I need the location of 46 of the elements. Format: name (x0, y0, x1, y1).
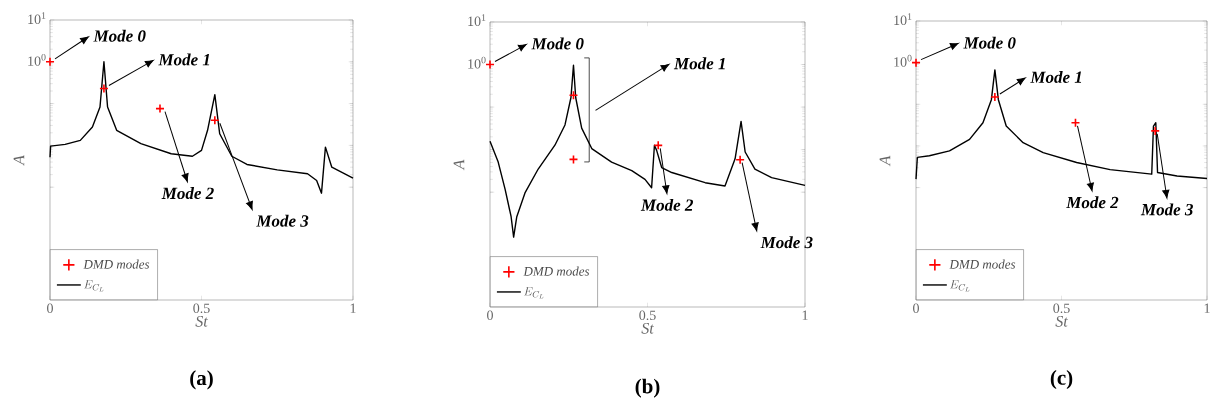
x-tick-label: 1 (802, 310, 808, 320)
x-tick-label: 0 (487, 310, 493, 320)
annotation: Mode 1 (1030, 70, 1082, 83)
x-axis-title: St (641, 322, 655, 334)
point (990, 92, 1000, 102)
x-tick-label: 0 (913, 303, 919, 313)
x-tick-label: 1 (350, 303, 356, 313)
text: (b) (635, 378, 660, 398)
y-tick-label: 10$^{1}$ (28, 12, 46, 25)
annotation: Mode 1 (158, 53, 210, 66)
annotation: Mode 3 (256, 214, 309, 227)
x-axis-title: St (195, 315, 209, 327)
legend-label: DMD modes (83, 259, 150, 269)
text: (c) (1050, 370, 1073, 390)
annotation: Mode 3 (760, 236, 813, 249)
point (210, 115, 220, 126)
annotation: Mode 2 (161, 187, 214, 200)
y-tick-label: 10$^{1}$ (468, 14, 486, 27)
y-tick-label: 10$^{0}$ (468, 56, 486, 69)
legend-label: DMD modes (949, 259, 1016, 269)
x-tick-label: 0 (47, 303, 53, 313)
y-tick-label: 10$^{0}$ (894, 54, 912, 67)
annotation: Mode 1 (673, 57, 725, 70)
x-axis-title: St (1055, 315, 1069, 327)
point (1150, 126, 1161, 136)
y-tick-label: 10$^{0}$ (28, 53, 46, 66)
annotation: Mode 2 (640, 198, 694, 211)
legend-label: $E_{C_L}$ (524, 287, 544, 299)
annotation: Mode 0 (93, 29, 146, 42)
x-tick-label: 1 (1204, 303, 1210, 313)
y-axis-title: A (879, 155, 891, 167)
y-tick-label: 10$^{1}$ (894, 13, 912, 26)
x-tick-label: 0.5 (1053, 303, 1070, 314)
annotation: Mode 0 (963, 36, 1016, 49)
x-tick-label: 0.5 (193, 303, 210, 314)
y-axis-title: A (13, 155, 25, 166)
annotation: Mode 0 (531, 37, 584, 50)
annotation: Mode 3 (1140, 203, 1193, 216)
x-tick-label: 0.5 (639, 310, 656, 321)
legend-label: DMD modes (523, 266, 590, 276)
point (45, 57, 55, 67)
annotation: Mode 2 (1066, 196, 1119, 209)
y-axis-title: A (453, 159, 465, 171)
text: (a) (190, 370, 213, 390)
legend-label: $E_{C_L}$ (84, 280, 104, 292)
legend-label: $E_{C_L}$ (950, 280, 970, 292)
